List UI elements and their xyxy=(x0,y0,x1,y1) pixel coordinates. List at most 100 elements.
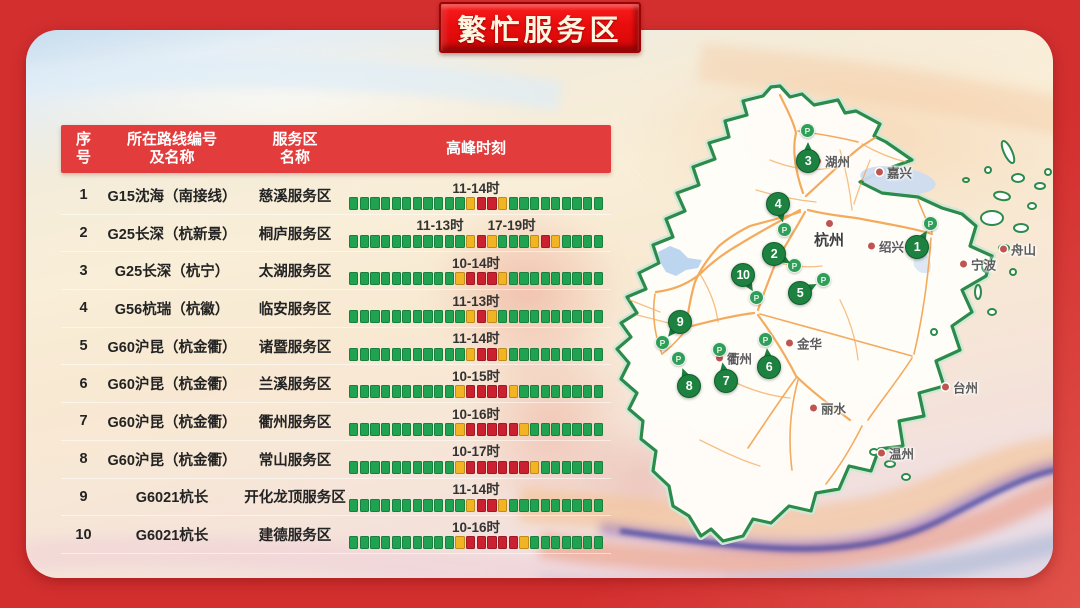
marker-circle: 3 xyxy=(796,149,820,173)
peak-time-label: 11-13时 xyxy=(416,218,464,234)
hour-cell-smooth xyxy=(572,385,582,399)
map-marker[interactable]: 10 xyxy=(731,263,759,295)
hour-cell-smooth xyxy=(561,272,572,286)
wave-decoration xyxy=(26,43,1053,578)
hour-cell-smooth xyxy=(529,536,540,550)
peak-time-label: 11-14时 xyxy=(452,331,500,347)
marker-circle: 2 xyxy=(762,242,786,266)
peak-labels: 10-15时 xyxy=(349,368,603,383)
hour-cell-smooth xyxy=(551,423,561,437)
hour-cell-smooth xyxy=(359,536,369,550)
hour-cell-smooth xyxy=(423,347,433,361)
hour-cell-smooth xyxy=(423,498,433,512)
marker-circle: 9 xyxy=(668,310,692,334)
row-service-area: 常山服务区 xyxy=(258,452,332,469)
hour-cell-smooth xyxy=(402,536,412,550)
hour-cell-smooth xyxy=(391,272,401,286)
service-area-p-icon[interactable]: P xyxy=(712,342,727,357)
hour-cell-smooth xyxy=(380,347,391,361)
hour-bar xyxy=(349,385,603,399)
row-peak-cell: 10-17时 xyxy=(349,444,603,474)
hour-cell-smooth xyxy=(370,498,380,512)
hour-cell-busy xyxy=(497,460,508,474)
hour-cell-smooth xyxy=(508,272,518,286)
service-area-p-icon[interactable]: P xyxy=(655,335,670,350)
service-area-p-icon[interactable]: P xyxy=(749,290,764,305)
map-marker[interactable]: 4 xyxy=(766,192,790,224)
row-peak-cell: 11-14时 xyxy=(349,482,603,512)
peak-labels: 11-14时 xyxy=(349,482,603,497)
hour-cell-busy xyxy=(476,460,486,474)
header-peak: 高峰时刻 xyxy=(445,140,506,157)
map-marker[interactable]: 1 xyxy=(905,227,933,259)
hour-cell-smooth xyxy=(551,197,561,210)
hour-cell-smooth xyxy=(572,272,582,286)
service-area-p-icon[interactable]: P xyxy=(800,123,815,138)
map-marker[interactable]: 3 xyxy=(796,142,820,173)
row-number: 7 xyxy=(79,413,88,430)
hour-cell-smooth xyxy=(444,536,455,550)
map-marker[interactable]: 7 xyxy=(714,361,738,393)
hour-cell-smooth xyxy=(455,197,465,210)
hour-cell-smooth xyxy=(359,347,369,361)
hour-cell-busy xyxy=(466,385,476,399)
row-service-area: 衢州服务区 xyxy=(258,414,332,431)
wave-indigo-line xyxy=(619,467,1053,552)
marker-number: 7 xyxy=(722,374,730,388)
hour-cell-smooth xyxy=(561,234,572,248)
peak-labels: 10-16时 xyxy=(349,406,603,421)
hour-cell-smooth xyxy=(551,536,561,550)
marker-number: 1 xyxy=(913,240,921,254)
marker-number: 10 xyxy=(736,268,750,282)
hour-cell-smooth xyxy=(540,423,550,437)
hour-cell-busy xyxy=(487,272,497,286)
row-number: 9 xyxy=(79,488,88,505)
map-marker[interactable]: 8 xyxy=(676,366,701,398)
hour-cell-slow xyxy=(529,460,540,474)
hour-cell-busy xyxy=(540,234,550,248)
map-marker[interactable]: 6 xyxy=(757,347,781,379)
hour-cell-busy xyxy=(466,536,476,550)
service-area-p-icon[interactable]: P xyxy=(671,351,686,366)
hour-cell-smooth xyxy=(402,347,412,361)
hour-cell-busy xyxy=(508,423,518,437)
row-route: G25长深（杭新景） xyxy=(107,226,237,243)
hour-cell-smooth xyxy=(349,385,359,399)
table-row: 3 G25长深（杭宁） 太湖服务区 10-14时 xyxy=(61,252,611,291)
zhejiang-map-svg xyxy=(26,43,1053,578)
service-area-p-icon[interactable]: P xyxy=(816,272,831,287)
hour-cell-smooth xyxy=(561,385,572,399)
service-area-p-icon[interactable]: P xyxy=(777,222,792,237)
hour-cell-smooth xyxy=(359,310,369,324)
service-area-p-icon[interactable]: P xyxy=(758,332,773,347)
row-peak-cell: 11-14时 xyxy=(349,180,603,210)
peak-time-label: 11-14时 xyxy=(452,482,500,497)
map-marker[interactable]: 5 xyxy=(788,278,820,305)
hour-cell-smooth xyxy=(593,385,603,399)
hour-cell-smooth xyxy=(551,310,561,324)
peak-time-label: 10-16时 xyxy=(451,519,501,535)
table-row: 9 G6021杭长 开化龙顶服务区 11-14时 xyxy=(61,479,611,517)
hour-cell-smooth xyxy=(402,310,412,324)
map-marker[interactable]: 9 xyxy=(663,310,692,341)
peak-labels: 10-17时 xyxy=(349,444,603,459)
map-marker[interactable]: 2 xyxy=(762,242,794,269)
hour-cell-smooth xyxy=(402,272,412,286)
row-service-area: 临安服务区 xyxy=(258,301,332,318)
hour-cell-slow xyxy=(455,536,465,550)
hour-cell-smooth xyxy=(540,498,550,512)
hour-cell-smooth xyxy=(540,272,550,286)
peak-time-label: 17-19时 xyxy=(487,218,536,234)
service-area-p-icon[interactable]: P xyxy=(923,216,938,231)
table-row: 4 G56杭瑞（杭徽） 临安服务区 11-13时 xyxy=(61,290,611,328)
hour-cell-slow xyxy=(487,310,497,324)
service-area-p-icon[interactable]: P xyxy=(787,258,802,273)
hour-cell-slow xyxy=(497,498,508,512)
hour-cell-smooth xyxy=(412,234,423,248)
hour-bar xyxy=(349,197,603,210)
marker-circle: 6 xyxy=(757,355,781,379)
hour-cell-smooth xyxy=(380,310,391,324)
hour-cell-smooth xyxy=(444,272,455,286)
marker-circle: 4 xyxy=(766,192,790,216)
hour-cell-smooth xyxy=(529,197,540,210)
